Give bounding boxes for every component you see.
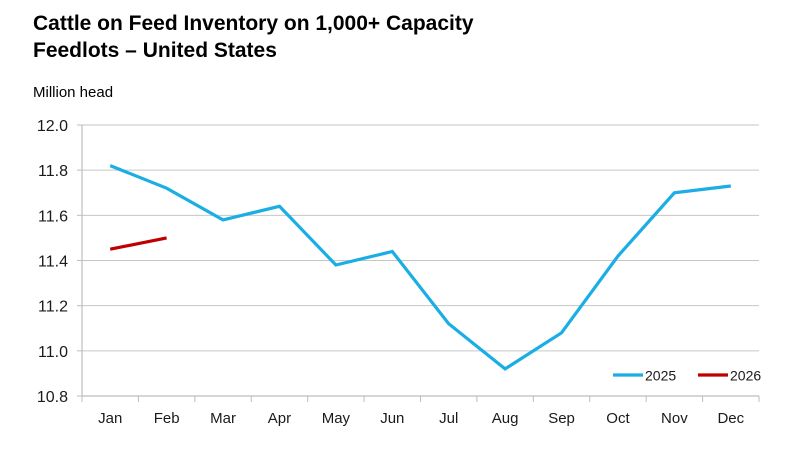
legend: 2025 2026 (613, 368, 761, 384)
x-tick-label: Aug (492, 410, 519, 427)
y-tick-label: 11.0 (38, 344, 68, 361)
series-lines (109, 164, 731, 371)
x-tick-label: Dec (717, 410, 744, 427)
x-tick-label: Jul (439, 410, 458, 427)
x-tick-label: Apr (268, 410, 291, 427)
y-tick-label: 12.0 (37, 118, 68, 135)
x-tick-label: Jun (380, 410, 404, 427)
x-tick-label: May (322, 410, 351, 427)
x-tick-label: Mar (210, 410, 236, 427)
y-tick-label: 11.4 (38, 254, 68, 271)
legend-label-2025: 2025 (645, 368, 676, 384)
y-tick-labels: 10.8 11.0 11.2 11.4 11.6 11.8 12.0 (37, 118, 68, 406)
legend-label-2026: 2026 (730, 368, 761, 384)
axes (77, 124, 760, 402)
y-tick-label: 11.8 (38, 163, 68, 180)
chart-title-line-2: Feedlots – United States (33, 39, 277, 62)
x-tick-label: Jan (98, 410, 122, 427)
gridlines (82, 124, 759, 352)
x-tick-label: Sep (548, 410, 575, 427)
x-tick-label: Feb (154, 410, 180, 427)
y-tick-label: 10.8 (37, 389, 68, 406)
series-line-2026 (109, 236, 167, 251)
series-line-2025 (109, 164, 731, 371)
x-tick-label: Oct (606, 410, 630, 427)
chart-title-line-1: Cattle on Feed Inventory on 1,000+ Capac… (33, 12, 474, 35)
y-tick-label: 11.6 (38, 208, 68, 225)
x-tick-labels: Jan Feb Mar Apr May Jun Jul Aug Sep Oct Nov Dec (98, 410, 745, 427)
chart-title: Cattle on Feed Inventory on 1,000+ Capac… (33, 10, 593, 64)
x-tick-label: Nov (661, 410, 688, 427)
y-axis-label: Million head (33, 84, 114, 101)
y-tick-label: 11.2 (38, 299, 68, 316)
